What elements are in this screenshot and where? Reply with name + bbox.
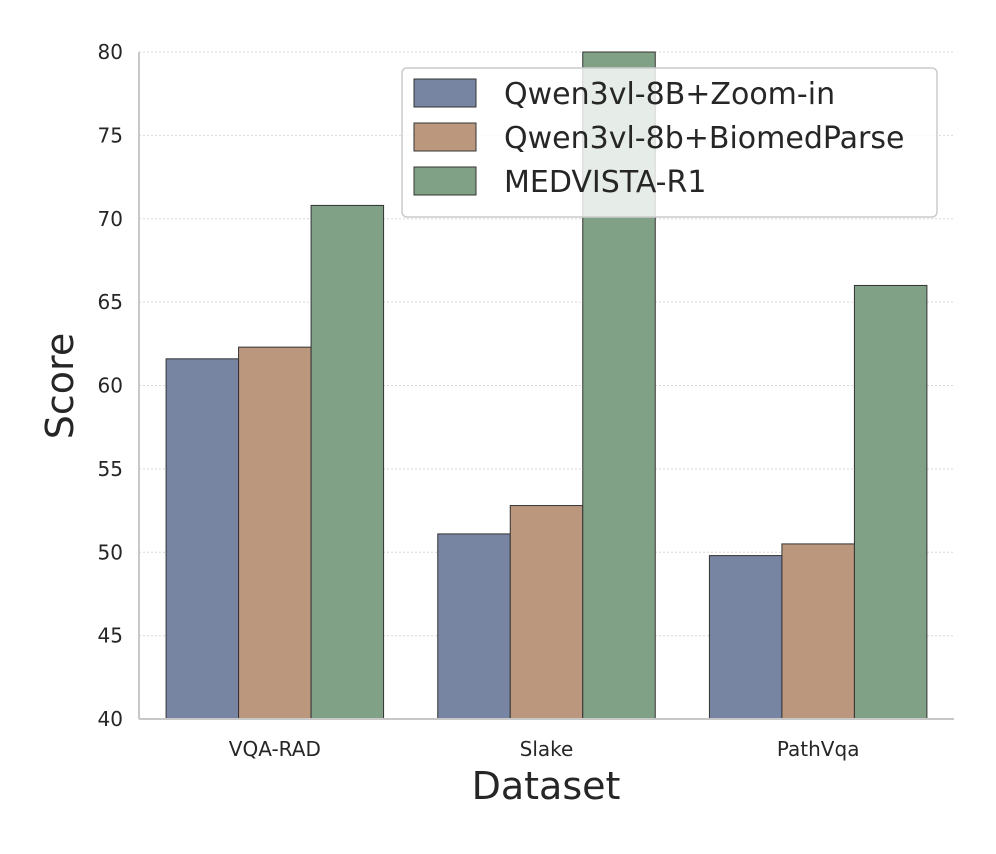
bar-pathvqa-3 [853,284,928,720]
x-axis-title: Dataset [472,764,621,808]
bar-slake-1 [437,533,511,720]
y-tick-labels: 40 45 50 55 60 65 70 75 80 [98,40,123,731]
x-tick-label: PathVqa [777,737,860,761]
y-tick-label: 70 [98,207,123,231]
bar-slake-2 [509,505,584,720]
bar-pathvqa-1 [708,555,783,720]
legend-swatch [413,78,477,108]
y-tick-label: 45 [98,624,123,648]
y-tick-label: 60 [98,374,123,398]
axes [138,52,954,720]
bar-vqa-rad-2 [238,346,312,720]
legend-label: Qwen3vl-8B+Zoom-in [504,77,835,112]
x-tick-label: Slake [520,737,574,761]
legend-swatch [413,122,477,152]
x-tick-labels: VQA-RAD Slake PathVqa [229,737,860,761]
y-tick-label: 55 [98,457,123,481]
y-axis-title: Score [38,333,82,439]
y-tick-label: 75 [98,123,123,147]
legend-swatch [413,166,477,196]
y-tick-label: 40 [98,707,123,731]
legend-box [401,67,938,218]
bar-vqa-rad-1 [165,358,240,720]
y-tick-label: 50 [98,540,123,564]
bar-pathvqa-2 [781,543,855,720]
bar-vqa-rad-3 [310,204,385,720]
legend: Qwen3vl-8B+Zoom-in Qwen3vl-8b+BiomedParse… [401,67,938,218]
y-tick-label: 65 [98,290,123,314]
legend-label: Qwen3vl-8b+BiomedParse [504,121,904,156]
legend-label: MEDVISTA-R1 [504,165,706,200]
y-tick-label: 80 [98,40,123,64]
x-tick-label: VQA-RAD [229,737,321,761]
